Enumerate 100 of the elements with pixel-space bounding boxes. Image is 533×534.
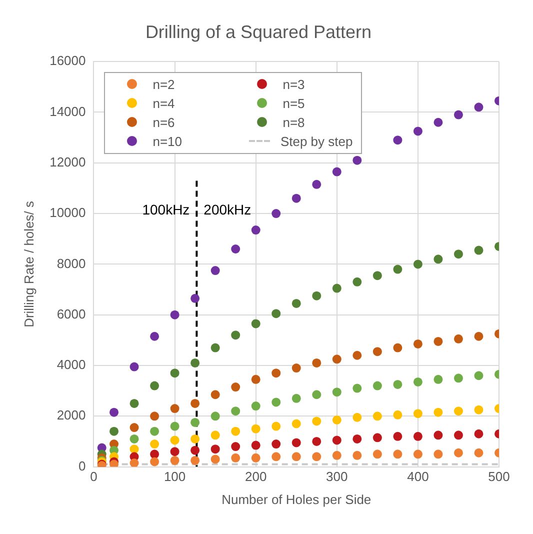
point <box>332 436 342 445</box>
point <box>393 380 402 389</box>
point <box>170 368 180 378</box>
point <box>434 118 443 127</box>
y-tick-label: 8000 <box>56 256 86 271</box>
point <box>251 402 260 411</box>
point <box>312 291 322 300</box>
point <box>251 319 260 328</box>
point <box>170 422 180 431</box>
legend-label: n=10 <box>152 134 182 149</box>
point <box>251 424 260 434</box>
point <box>413 126 422 136</box>
point <box>312 358 322 368</box>
point <box>231 442 240 452</box>
point <box>413 409 422 418</box>
point <box>393 136 402 145</box>
point <box>251 453 260 462</box>
point <box>332 167 342 176</box>
y-tick-label: 10000 <box>50 205 86 220</box>
point <box>372 271 382 280</box>
y-tick-label: 16000 <box>50 53 86 68</box>
point <box>210 412 220 421</box>
point <box>210 444 220 454</box>
point <box>393 450 402 459</box>
point <box>170 456 180 465</box>
point <box>170 447 180 456</box>
point <box>190 446 200 455</box>
annotation: 100kHz <box>142 201 190 218</box>
point <box>231 453 240 462</box>
point <box>190 418 200 427</box>
point <box>130 423 139 432</box>
legend-label: n=3 <box>282 76 305 92</box>
point <box>454 448 463 458</box>
point <box>150 426 160 436</box>
x-tick-label: 400 <box>407 469 429 484</box>
point <box>332 354 342 364</box>
point <box>231 382 240 392</box>
point <box>332 388 342 397</box>
point <box>454 374 463 383</box>
point <box>352 350 362 360</box>
point <box>231 426 240 436</box>
point <box>272 422 281 431</box>
point <box>454 406 463 416</box>
point <box>372 381 382 390</box>
point <box>150 457 160 466</box>
point <box>150 381 160 390</box>
point <box>434 408 443 417</box>
point <box>231 244 240 254</box>
point <box>210 390 220 400</box>
point <box>454 250 463 259</box>
point <box>130 398 139 408</box>
point <box>130 444 139 454</box>
point <box>312 416 322 426</box>
point <box>292 452 301 462</box>
point <box>474 371 484 380</box>
point <box>474 405 484 414</box>
point <box>312 180 322 189</box>
point <box>210 454 220 464</box>
point <box>292 394 301 403</box>
point <box>312 436 322 446</box>
y-tick-label: 6000 <box>56 306 86 322</box>
point <box>272 452 281 462</box>
legend-label: n=2 <box>152 76 175 92</box>
point <box>332 284 342 293</box>
point <box>352 412 362 422</box>
legend-label: Step by step <box>280 134 353 149</box>
point <box>413 432 422 441</box>
point <box>190 434 200 444</box>
point <box>170 436 180 445</box>
point <box>150 440 160 449</box>
point <box>434 374 443 384</box>
point <box>454 430 463 440</box>
legend-label: n=6 <box>152 114 175 130</box>
point <box>352 434 362 444</box>
point <box>434 430 443 440</box>
point <box>372 412 382 421</box>
legend-label: n=8 <box>282 114 305 130</box>
point <box>474 448 484 458</box>
point <box>190 398 200 408</box>
point <box>272 309 281 318</box>
point <box>292 194 301 203</box>
point <box>372 450 382 459</box>
point <box>292 364 301 373</box>
point <box>110 426 119 436</box>
point <box>474 246 484 255</box>
point <box>130 362 139 372</box>
point <box>474 429 484 438</box>
point <box>312 390 322 400</box>
y-tick-label: 12000 <box>50 154 86 170</box>
point <box>372 433 382 442</box>
point <box>272 440 281 449</box>
point <box>352 384 362 393</box>
y-tick-label: 14000 <box>50 104 86 119</box>
point <box>413 377 422 386</box>
point <box>454 334 463 344</box>
point <box>352 450 362 460</box>
x-tick-label: 500 <box>488 469 510 484</box>
point <box>312 452 322 462</box>
point <box>231 406 240 416</box>
y-tick-label: 4000 <box>56 357 86 372</box>
